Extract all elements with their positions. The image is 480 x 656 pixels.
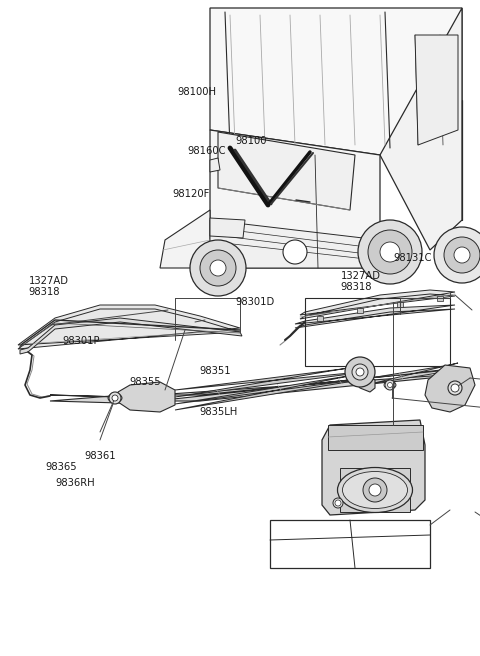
Circle shape [387,382,393,388]
Circle shape [210,260,226,276]
Polygon shape [370,363,458,384]
Polygon shape [160,210,210,268]
Text: 98100H: 98100H [177,87,216,96]
Text: 98131C: 98131C [394,253,432,262]
Text: 98301D: 98301D [235,297,275,306]
Circle shape [444,237,480,273]
Polygon shape [218,132,355,210]
Polygon shape [210,8,462,155]
Bar [305,298,450,366]
Circle shape [333,498,343,508]
Bar [437,296,443,301]
Circle shape [283,240,307,264]
Text: 98160C: 98160C [187,146,226,155]
Bar [397,302,403,307]
Circle shape [380,242,400,262]
Bar [340,468,410,512]
Text: 98120F: 98120F [173,189,210,199]
Text: 98301P: 98301P [62,336,100,346]
Polygon shape [210,220,380,268]
Text: 1327AD: 1327AD [341,271,381,281]
Text: 9835LH: 9835LH [199,407,238,417]
Text: 1327AD: 1327AD [29,276,69,286]
Polygon shape [380,8,462,250]
Polygon shape [175,366,360,397]
Polygon shape [155,368,460,401]
Polygon shape [355,372,375,392]
Ellipse shape [343,472,408,508]
Circle shape [451,384,459,392]
Bar [328,425,423,450]
Circle shape [190,240,246,296]
Polygon shape [118,382,175,412]
Polygon shape [300,290,455,319]
Circle shape [454,247,470,263]
Text: 98365: 98365 [46,462,77,472]
Polygon shape [415,35,458,145]
Circle shape [200,250,236,286]
Polygon shape [210,130,380,268]
Polygon shape [210,158,220,172]
Circle shape [109,392,121,404]
Text: 98318: 98318 [341,282,372,292]
Circle shape [448,381,462,395]
Polygon shape [20,318,242,354]
Circle shape [112,395,118,401]
Polygon shape [425,365,475,412]
Polygon shape [18,305,240,349]
Text: 98355: 98355 [130,377,161,387]
Circle shape [363,478,387,502]
Text: 9836RH: 9836RH [55,478,95,487]
Circle shape [369,484,381,496]
Polygon shape [295,305,455,328]
Bar [357,308,363,313]
Bar [270,520,430,568]
Text: 98351: 98351 [199,366,231,376]
Ellipse shape [337,468,412,512]
Circle shape [358,220,422,284]
Text: 98318: 98318 [29,287,60,297]
Polygon shape [175,372,370,410]
Circle shape [345,357,375,387]
Polygon shape [322,420,425,515]
Circle shape [434,227,480,283]
Polygon shape [50,392,160,404]
Circle shape [335,500,341,506]
Circle shape [352,364,368,380]
Text: 98361: 98361 [84,451,116,461]
Circle shape [368,230,412,274]
Circle shape [356,368,364,376]
Polygon shape [210,218,245,238]
Circle shape [385,380,395,390]
Bar [317,316,323,321]
Text: 98100: 98100 [235,136,267,146]
